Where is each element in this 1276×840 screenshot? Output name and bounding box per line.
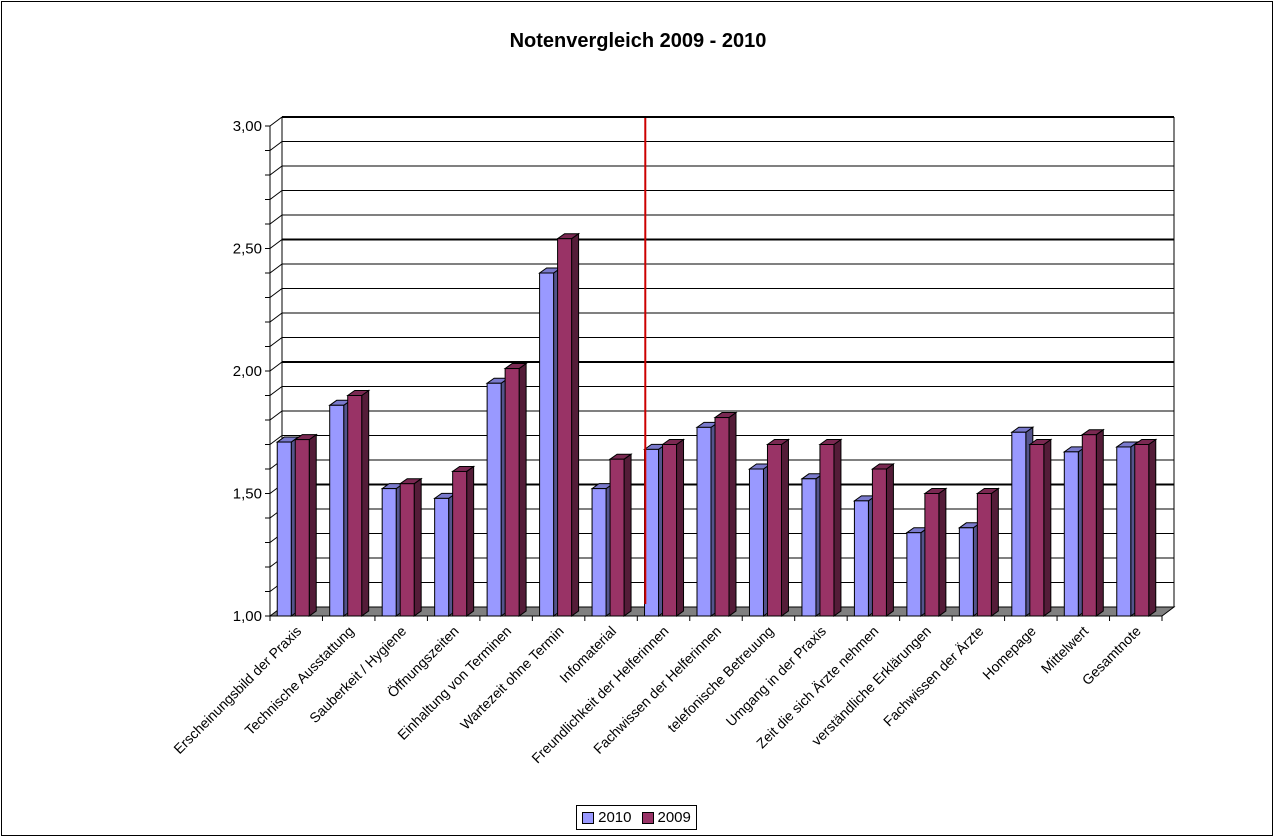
bar-2009-9 — [765, 438, 791, 617]
gridline-side — [269, 435, 283, 445]
gridline-side — [269, 386, 283, 396]
gridline-side — [269, 288, 283, 298]
bar-2009-1 — [346, 389, 371, 617]
bar-2009-16 — [1133, 438, 1158, 617]
bar-2009-3 — [451, 465, 476, 617]
y-tick-label: 2,00 — [233, 363, 262, 380]
bar-2009-10 — [818, 438, 843, 617]
gridline-side — [269, 312, 283, 323]
gridline-side — [269, 165, 283, 176]
bar-2009-13 — [975, 487, 1000, 617]
bar-2009-12 — [923, 487, 948, 617]
bar-2009-6 — [608, 453, 633, 617]
bar-2009-4 — [503, 362, 528, 617]
y-tick-label: 1,00 — [233, 608, 262, 625]
legend: 2010 2009 — [576, 805, 697, 830]
bar-2009-2 — [398, 477, 423, 617]
bar-2009-0 — [293, 433, 318, 617]
x-tick-label: Sauberkeit / Hygiene — [306, 623, 409, 726]
gridline-side — [269, 141, 283, 151]
gridline-side — [269, 116, 283, 127]
x-tick-label: telefonische Betreuung — [664, 623, 777, 736]
x-tick-label: Umgang in der Praxis — [723, 623, 830, 730]
x-tick-label: Wartezeit ohne Termin — [457, 623, 567, 733]
bar-2009-11 — [870, 463, 895, 617]
gridline-side — [269, 190, 283, 200]
legend-swatch-2009 — [641, 811, 654, 824]
legend-item-2009: 2009 — [641, 809, 691, 826]
y-tick-label: 1,50 — [233, 486, 262, 503]
bar-2009-15 — [1080, 428, 1105, 617]
bar-2009-8 — [713, 411, 738, 617]
gridline-side — [269, 337, 283, 347]
x-tick-label: Fachwissen der Ärzte — [880, 623, 987, 730]
legend-label-2010: 2010 — [598, 809, 632, 826]
gridline-side — [269, 214, 283, 225]
gridline-side — [269, 239, 283, 249]
gridline-side — [269, 263, 283, 274]
chart-title: Notenvergleich 2009 - 2010 — [509, 30, 767, 52]
legend-item-2010: 2010 — [582, 809, 632, 826]
bar-2009-5 — [556, 232, 581, 617]
x-tick-label: Mittelwert — [1038, 623, 1092, 677]
legend-swatch-2010 — [582, 811, 595, 824]
legend-label-2009: 2009 — [657, 809, 691, 826]
bar-2009-14 — [1028, 438, 1053, 617]
gridline-side — [269, 410, 283, 421]
y-tick-label: 3,00 — [233, 118, 262, 135]
y-tick-label: 2,50 — [233, 241, 262, 258]
gridline-side — [269, 361, 283, 372]
x-tick-label: Homepage — [979, 623, 1039, 683]
bar-2009-7 — [660, 438, 686, 617]
